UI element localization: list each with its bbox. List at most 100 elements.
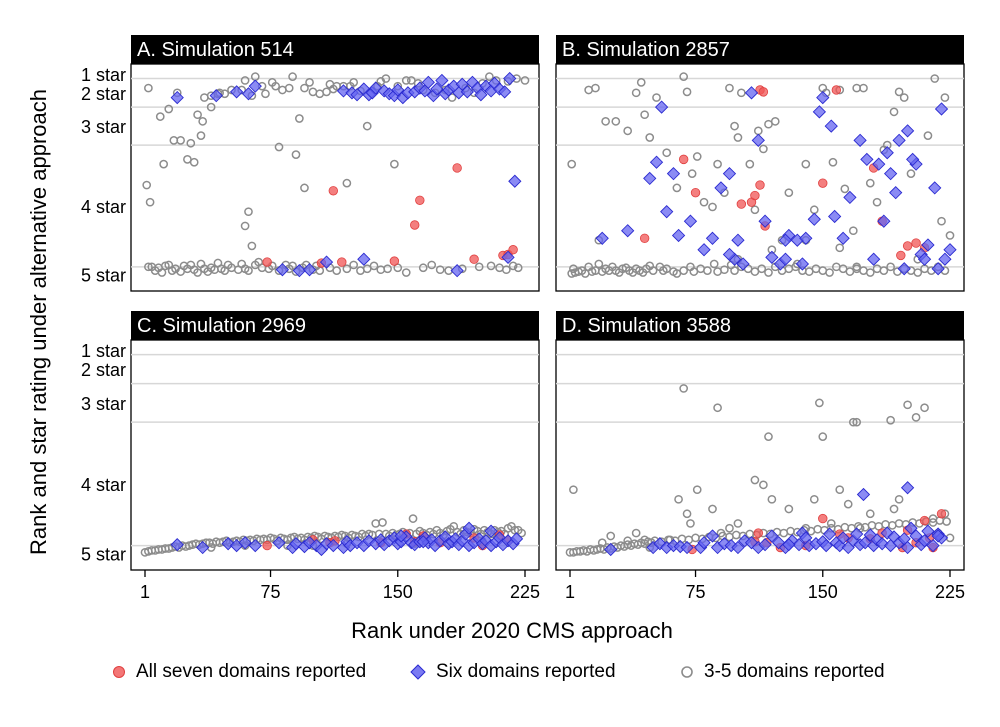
point-six-domains	[782, 538, 796, 552]
point-six-domains	[824, 119, 838, 133]
point-3-5-domains	[332, 266, 342, 275]
point-3-5-domains	[611, 116, 621, 126]
point-3-5-domains	[645, 133, 655, 142]
point-six-domains	[943, 243, 957, 257]
point-3-5-domains	[640, 110, 649, 120]
panel-title: B. Simulation 2857	[562, 39, 730, 61]
point-3-5-domains	[886, 415, 895, 425]
point-3-5-domains	[193, 110, 202, 120]
point-3-5-domains	[517, 528, 526, 538]
point-3-5-domains	[474, 262, 484, 272]
point-six-domains	[697, 536, 711, 550]
point-3-5-domains	[261, 89, 270, 99]
point-six-domains	[272, 536, 286, 550]
point-3-5-domains	[852, 264, 862, 274]
point-six-domains	[799, 231, 813, 245]
point-seven-domains	[678, 154, 689, 165]
point-seven-domains	[902, 241, 913, 251]
point-six-domains	[229, 85, 244, 99]
point-seven-domains	[415, 195, 425, 205]
point-3-5-domains	[447, 93, 457, 102]
point-3-5-domains	[835, 243, 845, 253]
point-six-domains	[926, 538, 940, 553]
point-3-5-domains	[730, 121, 739, 131]
y-star-label: 5 star	[81, 265, 126, 285]
point-six-domains	[812, 105, 827, 119]
point-six-domains	[807, 212, 821, 226]
point-3-5-domains	[809, 494, 819, 504]
point-3-5-domains	[757, 264, 767, 274]
panel-plot-area	[130, 63, 540, 292]
point-3-5-domains	[369, 261, 379, 271]
point-six-domains	[778, 233, 793, 247]
point-six-domains	[705, 529, 720, 543]
point-six-domains	[450, 264, 464, 278]
legend: All seven domains reported Six domains r…	[0, 655, 1000, 689]
point-seven-domains	[896, 250, 906, 261]
point-3-5-domains	[699, 197, 709, 207]
point-six-domains	[660, 205, 674, 219]
point-six-domains	[880, 146, 894, 160]
point-seven-domains	[911, 238, 921, 248]
point-3-5-domains	[923, 131, 933, 140]
point-six-domains	[778, 252, 793, 266]
point-3-5-domains	[713, 403, 722, 413]
point-3-5-domains	[300, 183, 309, 193]
point-3-5-domains	[144, 262, 153, 272]
panel-title: D. Simulation 3588	[562, 315, 731, 337]
point-3-5-domains	[928, 514, 938, 523]
point-six-domains	[921, 524, 935, 538]
point-3-5-domains	[692, 485, 702, 495]
point-six-domains	[722, 167, 737, 181]
point-six-domains	[822, 527, 837, 541]
legend-item-three-five-domains: 3-5 domains reported	[680, 661, 885, 683]
point-six-domains	[928, 181, 942, 195]
point-3-5-domains	[911, 413, 921, 422]
point-six-domains	[503, 71, 517, 86]
panel-title: C. Simulation 2969	[137, 315, 306, 337]
point-seven-domains	[936, 509, 947, 519]
point-six-domains	[751, 133, 765, 148]
point-seven-domains	[639, 233, 650, 244]
point-six-domains	[877, 214, 891, 228]
point-six-domains	[731, 233, 745, 247]
point-seven-domains	[736, 199, 747, 209]
point-six-domains	[501, 250, 515, 264]
point-six-domains	[900, 124, 915, 138]
point-3-5-domains	[784, 504, 794, 514]
point-3-5-domains	[652, 93, 661, 102]
point-six-domains	[795, 257, 810, 271]
point-3-5-domains	[818, 432, 828, 441]
point-3-5-domains	[349, 78, 359, 87]
point-3-5-domains	[784, 188, 794, 198]
point-six-domains	[897, 262, 911, 276]
point-six-domains	[843, 190, 857, 205]
point-six-domains	[394, 529, 408, 543]
point-3-5-domains	[848, 417, 858, 427]
point-3-5-domains	[906, 169, 916, 178]
legend-label-seven-domains: All seven domains reported	[136, 661, 367, 682]
panel-strip	[131, 35, 539, 64]
red-circle-icon	[113, 666, 125, 678]
point-six-domains	[170, 538, 184, 552]
point-3-5-domains	[764, 432, 773, 441]
point-seven-domains	[410, 220, 420, 230]
point-3-5-domains	[342, 264, 352, 274]
point-seven-domains	[690, 187, 701, 198]
point-3-5-domains	[674, 494, 683, 504]
panel-strip	[131, 311, 539, 340]
y-star-label: 5 star	[81, 544, 126, 564]
point-3-5-domains	[865, 268, 875, 277]
point-seven-domains	[919, 515, 930, 526]
point-3-5-domains	[679, 266, 689, 275]
point-six-domains	[722, 247, 737, 262]
point-3-5-domains	[295, 114, 304, 123]
point-3-5-domains	[206, 102, 216, 112]
legend-label-six-domains: Six domains reported	[436, 661, 616, 682]
point-3-5-domains	[942, 517, 951, 526]
point-six-domains	[474, 88, 488, 102]
point-3-5-domains	[291, 150, 301, 159]
point-3-5-domains	[886, 262, 895, 272]
point-3-5-domains	[623, 536, 633, 546]
point-six-domains	[853, 133, 867, 148]
